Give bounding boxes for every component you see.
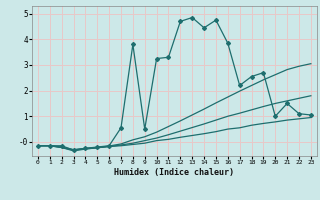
X-axis label: Humidex (Indice chaleur): Humidex (Indice chaleur) (115, 168, 234, 177)
